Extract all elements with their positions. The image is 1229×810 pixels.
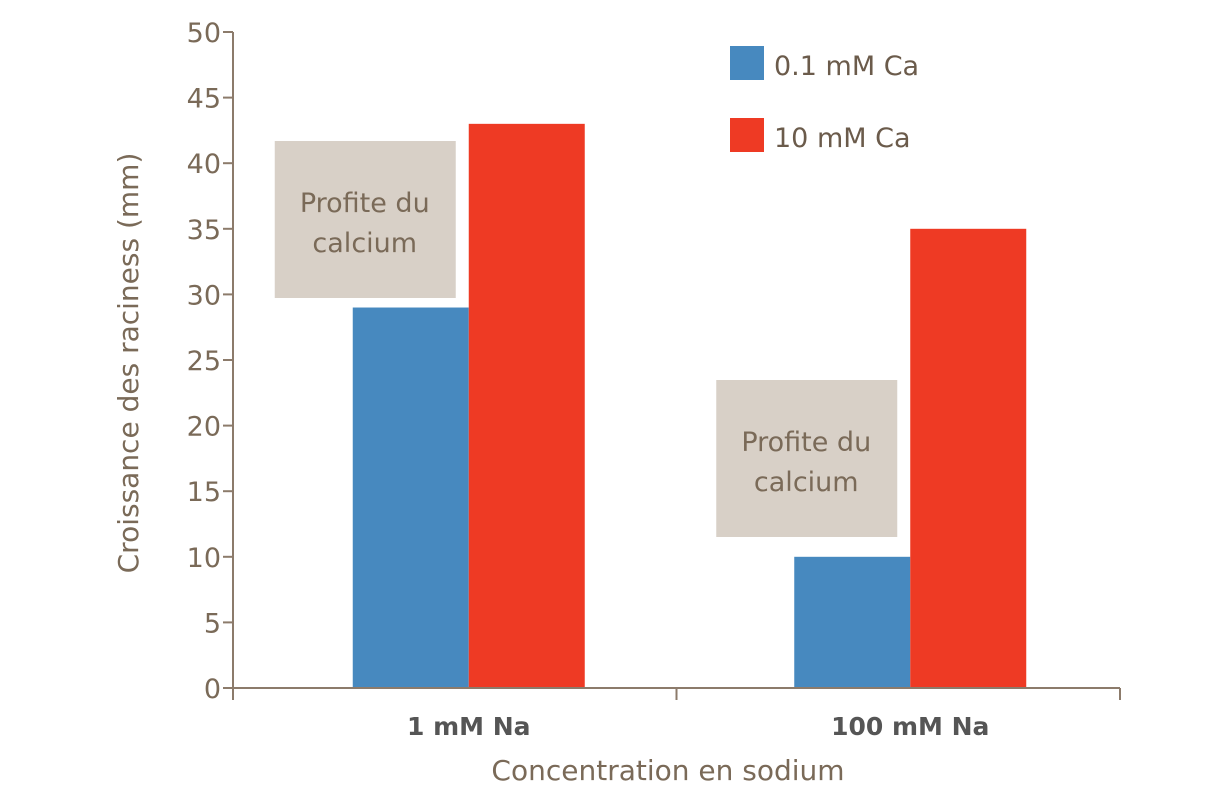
x-axis-label: Concentration en sodium (491, 754, 844, 787)
y-tick-label: 25 (187, 346, 221, 377)
bar-0-1mm-ca (352, 307, 469, 688)
y-tick-label: 50 (187, 18, 221, 49)
y-tick-label: 40 (187, 149, 221, 180)
y-tick-label: 45 (187, 84, 221, 115)
y-tick-label: 15 (187, 477, 221, 508)
y-axis-label: Croissance des raciness (mm) (112, 153, 145, 574)
annotation-text: calcium (754, 467, 859, 498)
bar-10mm-ca (468, 123, 585, 689)
y-tick-label: 0 (204, 674, 221, 705)
y-tick-label: 30 (187, 280, 221, 311)
annotation-box (716, 380, 898, 537)
y-tick-label: 5 (204, 608, 221, 639)
y-tick-label: 20 (187, 412, 221, 443)
annotation-text: Profite du (300, 188, 430, 219)
y-tick-label: 10 (187, 543, 221, 574)
bars (352, 123, 1027, 689)
annotation-text: calcium (312, 228, 417, 259)
legend-swatch (730, 46, 764, 80)
legend: 0.1 mM Ca 10 mM Ca (730, 46, 919, 154)
legend-label: 10 mM Ca (774, 123, 911, 154)
bar-0-1mm-ca (794, 556, 911, 688)
y-tick-label: 35 (187, 215, 221, 246)
legend-label: 0.1 mM Ca (774, 51, 919, 82)
annotation-text: Profite du (741, 427, 871, 458)
annotations: Profite du calcium Profite du calcium (274, 141, 898, 537)
bar-10mm-ca (910, 228, 1027, 689)
x-tick-label: 1 mM Na (407, 712, 531, 741)
axes: 0 5 10 15 20 25 30 35 40 45 50 1 mM Na 100 mM Na (187, 18, 1121, 741)
x-tick-label: 100 mM Na (831, 712, 989, 741)
annotation-box (274, 141, 456, 298)
legend-swatch (730, 118, 764, 152)
